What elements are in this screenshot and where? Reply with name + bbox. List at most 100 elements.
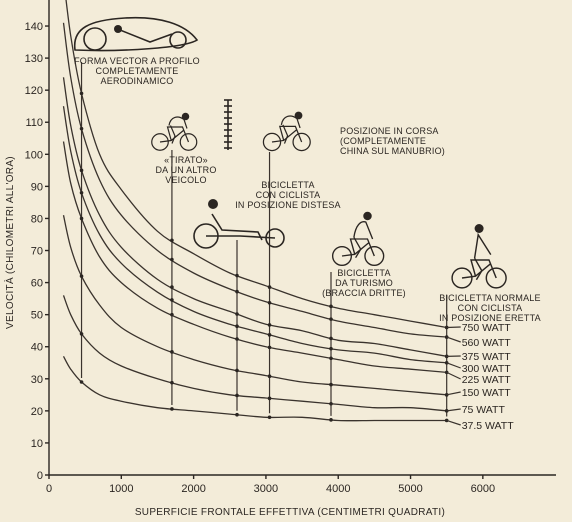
series-label: 750 WATT	[462, 322, 512, 334]
marker-point	[267, 285, 272, 289]
cyclist-icon	[151, 112, 198, 151]
marker-annotations: FORMA VECTOR A PROFILO COMPLETAMENTE AEROD…	[74, 56, 541, 323]
marker-point	[235, 312, 239, 316]
marker-point	[444, 325, 449, 330]
marker-point	[329, 304, 333, 309]
marker-point	[79, 216, 84, 221]
y-tick-label: 100	[25, 149, 43, 161]
y-tick-label: 60	[31, 278, 43, 290]
marker-point	[235, 337, 239, 341]
y-tick-label: 0	[37, 470, 43, 482]
marker-point	[235, 324, 239, 329]
series-label-leader	[446, 391, 461, 396]
x-tick-label: 2000	[181, 483, 205, 495]
x-tick-label: 3000	[254, 483, 278, 495]
marker-point	[267, 415, 272, 420]
x-tick-label: 6000	[471, 483, 495, 495]
marker-label: «TIRATO» DA UN ALTRO VEICOLO	[155, 155, 216, 185]
marker-point	[170, 257, 174, 262]
series-label-leader	[446, 408, 461, 412]
marker-label: BICICLETTA CON CICLISTA IN POSIZIONE DISTE…	[235, 180, 341, 210]
marker-point	[170, 407, 174, 411]
marker-label: POSIZIONE IN CORSA (COMPLETAMENTE CHINA SU…	[340, 126, 445, 156]
marker-point	[267, 396, 272, 401]
marker-point	[329, 346, 333, 351]
series-line	[62, 77, 447, 357]
marker-lines	[79, 62, 449, 423]
y-tick-label: 140	[25, 21, 43, 33]
marker-point	[267, 345, 272, 350]
marker-point	[79, 126, 84, 131]
marker-point	[329, 402, 333, 406]
y-tick-label: 50	[31, 310, 43, 322]
marker-label: BICICLETTA NORMALE CON CICLISTA IN POSIZIO…	[439, 293, 541, 323]
marker-point	[235, 393, 239, 398]
axes	[48, 0, 556, 476]
marker-point	[79, 168, 84, 173]
series-label-leader	[446, 362, 461, 369]
marker-point	[267, 374, 272, 379]
cyclist-icon	[331, 211, 385, 267]
recumbent-icon	[193, 199, 285, 249]
series-label: 37.5 WATT	[462, 420, 515, 432]
marker-point	[79, 332, 84, 336]
marker-point	[329, 382, 333, 387]
y-tick-label: 40	[31, 342, 43, 354]
marker-point	[235, 289, 239, 294]
y-tick-label: 30	[31, 374, 43, 386]
marker-point	[235, 368, 239, 373]
marker-label: BICICLETTA DA TURISMO (BRACCIA DRITTE)	[322, 268, 406, 298]
cyclist-icon	[451, 224, 507, 289]
marker-point	[170, 350, 174, 354]
y-tick-label: 80	[31, 213, 43, 225]
marker-label: FORMA VECTOR A PROFILO COMPLETAMENTE AEROD…	[74, 56, 200, 86]
series-label-leader	[446, 336, 461, 343]
marker-point	[170, 312, 174, 317]
series-line	[65, 0, 447, 329]
x-tick-label: 1000	[109, 483, 133, 495]
vector-capsule-icon	[73, 16, 199, 52]
marker-point	[170, 238, 174, 243]
marker-point	[170, 298, 174, 302]
cyclist-illustrations	[73, 16, 507, 289]
series-label: 560 WATT	[462, 337, 512, 349]
marker-point	[329, 336, 333, 341]
series-line	[62, 141, 447, 374]
y-tick-label: 110	[25, 117, 43, 129]
series-label: 225 WATT	[462, 374, 512, 386]
y-axis-label: VELOCITÀ (CHILOMETRI ALL'ORA)	[3, 156, 16, 329]
y-tick-label: 120	[25, 85, 43, 97]
tick-labels: 0 10 20 30 40 50 60 70 80 90 100 110 120 130 140 0 1000 2…	[25, 21, 495, 495]
marker-point	[79, 190, 84, 195]
marker-point	[170, 285, 174, 289]
x-tick-label: 0	[46, 483, 52, 495]
marker-point	[235, 273, 239, 278]
series-label: 150 WATT	[462, 387, 512, 399]
y-tick-label: 130	[25, 53, 43, 65]
marker-point	[329, 317, 333, 321]
marker-point	[329, 418, 333, 422]
marker-point	[79, 91, 84, 96]
marker-point	[444, 354, 449, 359]
y-tick-label: 90	[31, 181, 43, 193]
series-line	[62, 215, 447, 396]
series-label: 300 WATT	[462, 363, 512, 375]
marker-point	[79, 380, 84, 384]
marker-point	[170, 380, 174, 385]
marker-point	[79, 274, 84, 278]
marker-point	[267, 323, 272, 327]
series-label-leader	[446, 419, 461, 426]
cyclist-icon	[262, 111, 311, 152]
series-line	[62, 295, 447, 412]
y-tick-label: 70	[31, 246, 43, 258]
series-line	[62, 22, 447, 338]
y-tick-label: 20	[31, 406, 43, 418]
x-tick-label: 5000	[398, 483, 422, 495]
marker-point	[267, 300, 272, 305]
x-tick-label: 4000	[326, 483, 350, 495]
y-tick-label: 10	[31, 438, 43, 450]
marker-point	[267, 333, 272, 337]
marker-point	[329, 356, 333, 361]
